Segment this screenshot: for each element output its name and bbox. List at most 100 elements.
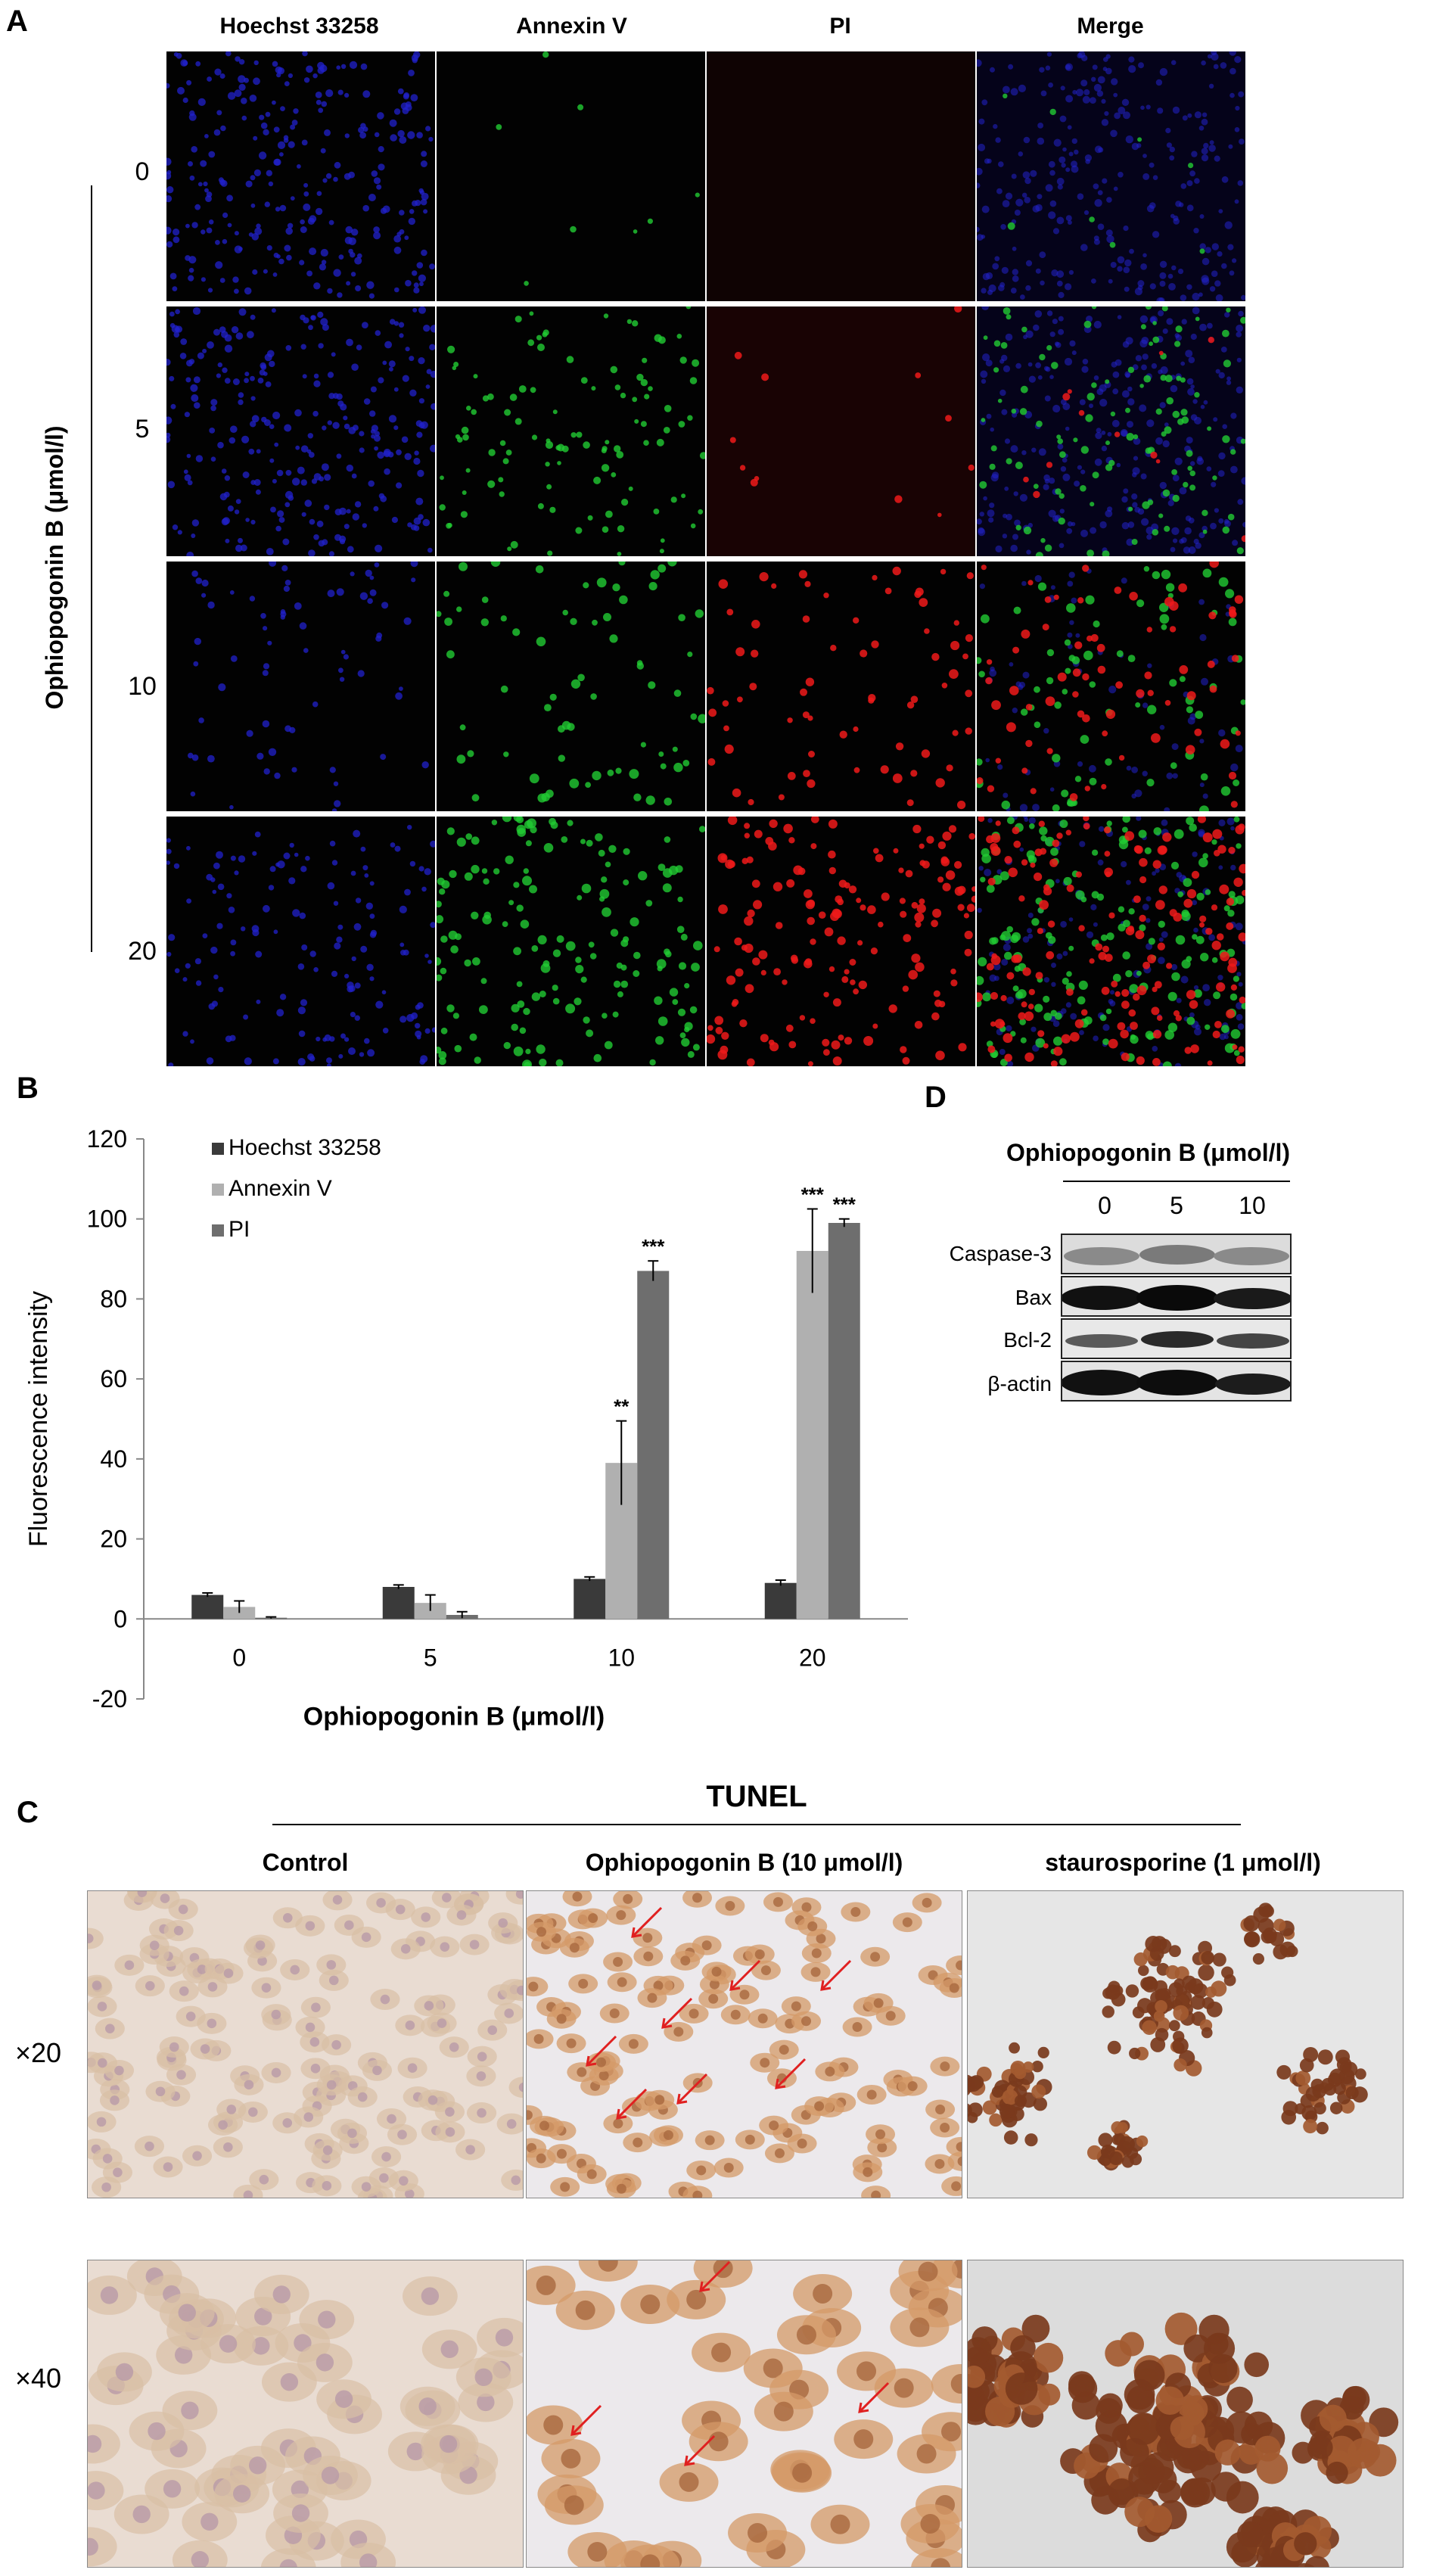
legend-label: Hoechst 33258 <box>228 1135 381 1160</box>
dose-axis-label: Ophiopogonin B (μmol/l) <box>41 425 68 710</box>
y-axis-title: Fluorescence intensity <box>24 1291 53 1547</box>
apoptotic-cell-arrow <box>631 1906 663 1938</box>
significance-marker: *** <box>801 1184 825 1206</box>
micrograph-hoechst-20 <box>166 817 435 1066</box>
tunel-column-control: Control <box>262 1849 349 1876</box>
micrograph-pi-10 <box>707 562 975 811</box>
bar <box>764 1582 797 1619</box>
significance-marker: ** <box>614 1395 630 1418</box>
apoptotic-cell-arrow-head <box>858 2402 869 2413</box>
tunel-column-ophiopogonin: Ophiopogonin B (10 μmol/l) <box>585 1849 903 1876</box>
row-label-0: 0 <box>135 157 150 186</box>
legend-swatch <box>212 1184 224 1196</box>
y-tick-label: 40 <box>100 1445 127 1473</box>
micrograph-merge-5 <box>977 306 1245 556</box>
blot-label-beta-actin: β-actin <box>987 1372 1052 1395</box>
y-tick-label: 100 <box>87 1206 127 1233</box>
apoptotic-cell-arrow <box>684 2434 716 2466</box>
apoptotic-cell-arrow <box>820 1959 852 1991</box>
panel-b-letter: B <box>17 1072 39 1105</box>
column-header-merge: Merge <box>1077 14 1144 39</box>
apoptotic-cell-arrow <box>858 2382 890 2413</box>
row-label-10: 10 <box>128 672 157 701</box>
tunel-photo-control-x40 <box>87 2260 524 2568</box>
bar <box>637 1271 670 1619</box>
bar <box>223 1607 256 1619</box>
column-header-hoechst: Hoechst 33258 <box>219 14 379 39</box>
blot-bax <box>1061 1276 1292 1317</box>
tunel-title: TUNEL <box>706 1780 807 1813</box>
blot-bcl-2 <box>1061 1318 1292 1359</box>
bar <box>414 1603 446 1619</box>
x-tick-label: 10 <box>608 1644 635 1671</box>
x-tick-label: 20 <box>799 1644 826 1671</box>
column-header-pi: PI <box>829 14 851 39</box>
bar <box>796 1251 828 1619</box>
magnification-x40: ×40 <box>15 2363 62 2394</box>
tunel-title-underline <box>272 1824 1241 1825</box>
bar <box>382 1587 415 1619</box>
significance-marker: *** <box>833 1193 856 1216</box>
apoptotic-cell-arrow <box>729 1959 761 1991</box>
legend-label: PI <box>228 1217 250 1242</box>
y-tick-label: 20 <box>100 1526 127 1553</box>
apoptotic-cell-arrow <box>616 2088 648 2120</box>
blot-label-caspase-3: Caspase-3 <box>949 1242 1052 1265</box>
x-tick-label: 0 <box>232 1644 246 1671</box>
tunel-photo-ophiopogonin-x40 <box>526 2260 962 2568</box>
micrograph-hoechst-5 <box>166 306 435 556</box>
bar <box>574 1579 606 1619</box>
bar <box>828 1223 860 1619</box>
row-label-20: 20 <box>128 937 157 966</box>
row-label-5: 5 <box>135 415 150 443</box>
tunel-column-staurosporine: staurosporine (1 μmol/l) <box>1045 1849 1321 1876</box>
western-blot-title: Ophiopogonin B (μmol/l) <box>1006 1139 1291 1166</box>
bar <box>191 1594 224 1619</box>
apoptotic-cell-arrow-head <box>631 1927 642 1938</box>
apoptotic-cell-arrow-head <box>775 2078 786 2089</box>
blot-label-bcl-2: Bcl-2 <box>1003 1328 1052 1352</box>
dose-bracket-line <box>91 185 92 952</box>
tunel-photo-ophiopogonin-x20 <box>526 1890 962 2198</box>
micrograph-annexin-5 <box>437 306 705 556</box>
micrograph-annexin-10 <box>437 562 705 811</box>
blot-beta-actin <box>1061 1361 1292 1402</box>
apoptotic-cell-arrow-head <box>699 2281 710 2292</box>
apoptotic-cell-arrow-head <box>820 1980 832 1991</box>
tunel-photo-control-x20 <box>87 1890 524 2198</box>
micrograph-pi-0 <box>707 51 975 301</box>
micrograph-annexin-0 <box>437 51 705 301</box>
apoptotic-cell-arrow-head <box>661 2018 673 2029</box>
micrograph-merge-10 <box>977 562 1245 811</box>
micrograph-merge-20 <box>977 817 1245 1066</box>
dose-label-5: 5 <box>1170 1192 1183 1219</box>
apoptotic-cell-arrow <box>775 2058 807 2089</box>
y-tick-label: 60 <box>100 1365 127 1392</box>
x-axis-title: Ophiopogonin B (μmol/l) <box>303 1702 605 1731</box>
x-tick-label: 5 <box>424 1644 437 1671</box>
legend-swatch <box>212 1224 224 1237</box>
y-tick-label: -20 <box>92 1685 127 1713</box>
tunel-photo-staurosporine-x20 <box>967 1890 1404 2198</box>
panel-d-letter: D <box>925 1081 947 1114</box>
y-tick-label: 0 <box>113 1605 127 1632</box>
apoptotic-cell-arrow <box>661 1997 693 2029</box>
apoptotic-cell-arrow-head <box>676 2093 688 2105</box>
apoptotic-cell-arrow <box>676 2073 708 2105</box>
dose-label-0: 0 <box>1098 1192 1111 1219</box>
column-header-annexin: Annexin V <box>516 14 627 39</box>
dose-label-10: 10 <box>1239 1192 1266 1219</box>
micrograph-pi-5 <box>707 306 975 556</box>
apoptotic-cell-arrow <box>699 2260 731 2292</box>
apoptotic-cell-arrow-head <box>729 1980 741 1991</box>
micrograph-pi-20 <box>707 817 975 1066</box>
blot-caspase-3 <box>1061 1234 1292 1274</box>
micrograph-hoechst-0 <box>166 51 435 301</box>
western-blot-title-underline <box>1063 1181 1290 1182</box>
apoptotic-cell-arrow-head <box>570 2425 582 2436</box>
fluorescence-image-grid <box>166 51 1245 1072</box>
blot-label-bax: Bax <box>1015 1286 1052 1309</box>
magnification-x20: ×20 <box>15 2037 62 2068</box>
panel-a-letter: A <box>6 5 28 38</box>
